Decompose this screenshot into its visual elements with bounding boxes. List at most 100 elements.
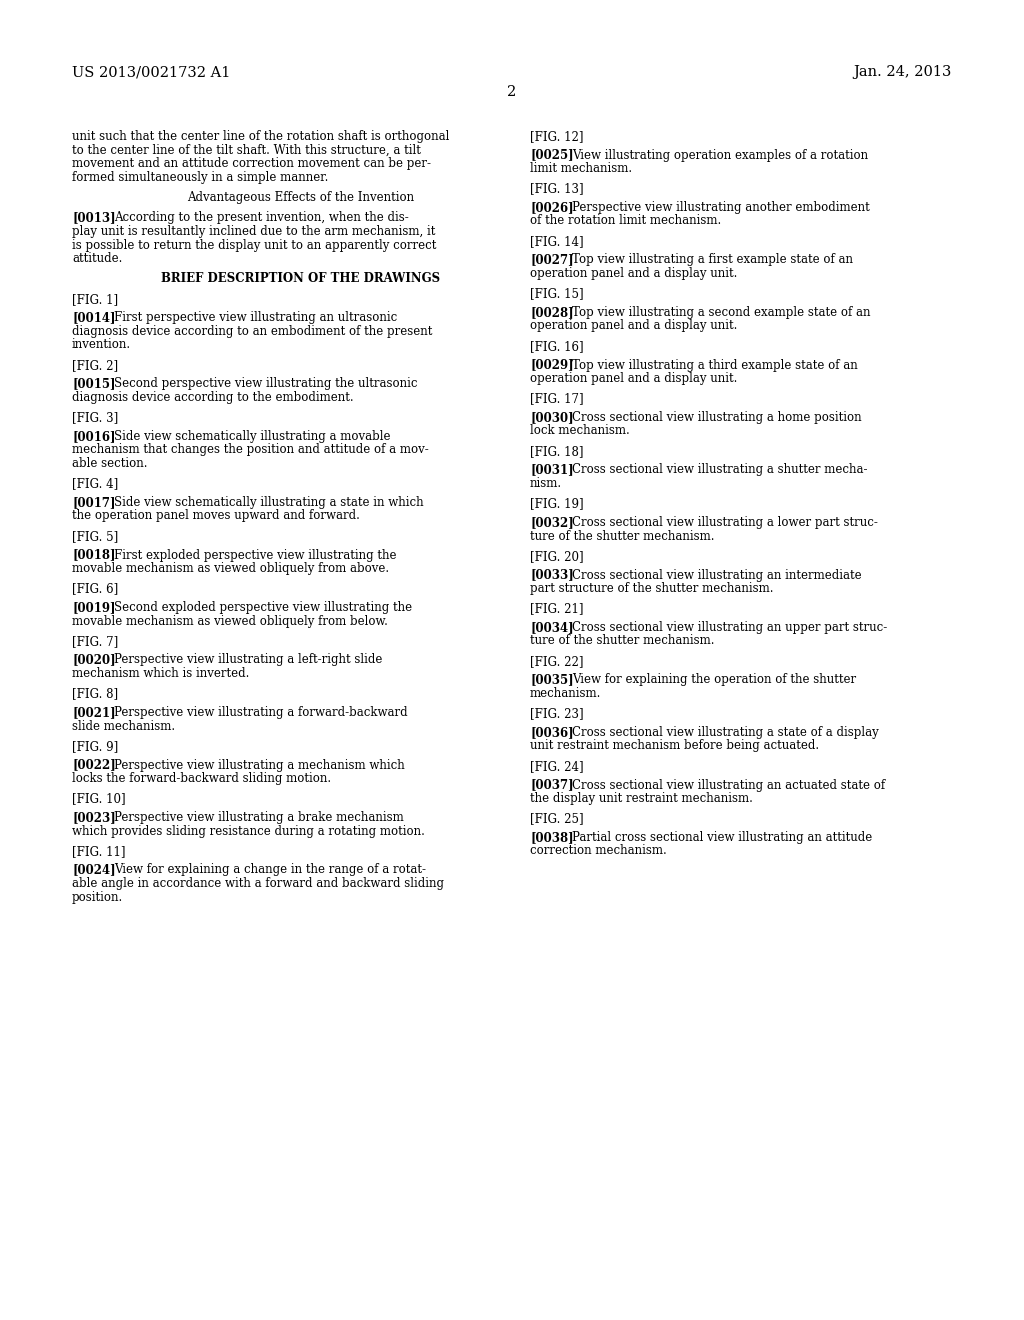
Text: [0036]: [0036] (530, 726, 573, 739)
Text: the operation panel moves upward and forward.: the operation panel moves upward and for… (72, 510, 359, 523)
Text: According to the present invention, when the dis-: According to the present invention, when… (114, 211, 409, 224)
Text: Cross sectional view illustrating a home position: Cross sectional view illustrating a home… (572, 411, 861, 424)
Text: [FIG. 17]: [FIG. 17] (530, 392, 584, 405)
Text: formed simultaneously in a simple manner.: formed simultaneously in a simple manner… (72, 170, 329, 183)
Text: [0016]: [0016] (72, 430, 116, 444)
Text: [0015]: [0015] (72, 378, 116, 391)
Text: unit restraint mechanism before being actuated.: unit restraint mechanism before being ac… (530, 739, 819, 752)
Text: Cross sectional view illustrating an upper part struc-: Cross sectional view illustrating an upp… (572, 620, 887, 634)
Text: [FIG. 18]: [FIG. 18] (530, 445, 584, 458)
Text: [0023]: [0023] (72, 810, 116, 824)
Text: Perspective view illustrating a forward-backward: Perspective view illustrating a forward-… (114, 706, 408, 719)
Text: able section.: able section. (72, 457, 147, 470)
Text: [0035]: [0035] (530, 673, 573, 686)
Text: View for explaining a change in the range of a rotat-: View for explaining a change in the rang… (114, 863, 426, 876)
Text: Cross sectional view illustrating a lower part struc-: Cross sectional view illustrating a lowe… (572, 516, 878, 529)
Text: [0033]: [0033] (530, 569, 573, 582)
Text: Cross sectional view illustrating an actuated state of: Cross sectional view illustrating an act… (572, 779, 885, 792)
Text: [FIG. 16]: [FIG. 16] (530, 341, 584, 352)
Text: [0029]: [0029] (530, 359, 573, 371)
Text: movement and an attitude correction movement can be per-: movement and an attitude correction move… (72, 157, 431, 170)
Text: slide mechanism.: slide mechanism. (72, 719, 175, 733)
Text: [FIG. 12]: [FIG. 12] (530, 129, 584, 143)
Text: lock mechanism.: lock mechanism. (530, 425, 630, 437)
Text: [FIG. 7]: [FIG. 7] (72, 635, 118, 648)
Text: [0014]: [0014] (72, 312, 116, 325)
Text: [0025]: [0025] (530, 149, 573, 161)
Text: part structure of the shutter mechanism.: part structure of the shutter mechanism. (530, 582, 773, 595)
Text: [FIG. 1]: [FIG. 1] (72, 293, 118, 306)
Text: operation panel and a display unit.: operation panel and a display unit. (530, 267, 737, 280)
Text: [FIG. 15]: [FIG. 15] (530, 288, 584, 301)
Text: Perspective view illustrating a left-right slide: Perspective view illustrating a left-rig… (114, 653, 382, 667)
Text: [FIG. 2]: [FIG. 2] (72, 359, 118, 372)
Text: [FIG. 11]: [FIG. 11] (72, 845, 126, 858)
Text: Top view illustrating a second example state of an: Top view illustrating a second example s… (572, 306, 870, 319)
Text: diagnosis device according to the embodiment.: diagnosis device according to the embodi… (72, 391, 353, 404)
Text: [FIG. 14]: [FIG. 14] (530, 235, 584, 248)
Text: mechanism which is inverted.: mechanism which is inverted. (72, 667, 250, 680)
Text: [0027]: [0027] (530, 253, 573, 267)
Text: [FIG. 21]: [FIG. 21] (530, 602, 584, 615)
Text: the display unit restraint mechanism.: the display unit restraint mechanism. (530, 792, 753, 805)
Text: [FIG. 9]: [FIG. 9] (72, 741, 118, 752)
Text: [0019]: [0019] (72, 601, 116, 614)
Text: 2: 2 (507, 84, 517, 99)
Text: play unit is resultantly inclined due to the arm mechanism, it: play unit is resultantly inclined due to… (72, 224, 435, 238)
Text: Second perspective view illustrating the ultrasonic: Second perspective view illustrating the… (114, 378, 418, 391)
Text: BRIEF DESCRIPTION OF THE DRAWINGS: BRIEF DESCRIPTION OF THE DRAWINGS (162, 272, 440, 285)
Text: invention.: invention. (72, 338, 131, 351)
Text: Second exploded perspective view illustrating the: Second exploded perspective view illustr… (114, 601, 412, 614)
Text: to the center line of the tilt shaft. With this structure, a tilt: to the center line of the tilt shaft. Wi… (72, 144, 421, 157)
Text: [FIG. 8]: [FIG. 8] (72, 688, 118, 701)
Text: movable mechanism as viewed obliquely from below.: movable mechanism as viewed obliquely fr… (72, 615, 388, 627)
Text: [0037]: [0037] (530, 779, 573, 792)
Text: US 2013/0021732 A1: US 2013/0021732 A1 (72, 65, 230, 79)
Text: attitude.: attitude. (72, 252, 123, 265)
Text: Cross sectional view illustrating a shutter mecha-: Cross sectional view illustrating a shut… (572, 463, 867, 477)
Text: ture of the shutter mechanism.: ture of the shutter mechanism. (530, 635, 715, 648)
Text: position.: position. (72, 891, 123, 903)
Text: mechanism that changes the position and attitude of a mov-: mechanism that changes the position and … (72, 444, 429, 457)
Text: [0020]: [0020] (72, 653, 116, 667)
Text: [FIG. 5]: [FIG. 5] (72, 531, 118, 543)
Text: operation panel and a display unit.: operation panel and a display unit. (530, 372, 737, 385)
Text: [0034]: [0034] (530, 620, 573, 634)
Text: First exploded perspective view illustrating the: First exploded perspective view illustra… (114, 549, 396, 561)
Text: [FIG. 23]: [FIG. 23] (530, 708, 584, 721)
Text: [FIG. 3]: [FIG. 3] (72, 412, 118, 425)
Text: [0021]: [0021] (72, 706, 116, 719)
Text: Top view illustrating a third example state of an: Top view illustrating a third example st… (572, 359, 858, 371)
Text: Perspective view illustrating another embodiment: Perspective view illustrating another em… (572, 201, 869, 214)
Text: Perspective view illustrating a brake mechanism: Perspective view illustrating a brake me… (114, 810, 403, 824)
Text: Side view schematically illustrating a movable: Side view schematically illustrating a m… (114, 430, 390, 444)
Text: unit such that the center line of the rotation shaft is orthogonal: unit such that the center line of the ro… (72, 129, 450, 143)
Text: [0024]: [0024] (72, 863, 116, 876)
Text: View illustrating operation examples of a rotation: View illustrating operation examples of … (572, 149, 868, 161)
Text: [0030]: [0030] (530, 411, 573, 424)
Text: [FIG. 24]: [FIG. 24] (530, 760, 584, 774)
Text: [0022]: [0022] (72, 759, 116, 771)
Text: nism.: nism. (530, 477, 562, 490)
Text: Perspective view illustrating a mechanism which: Perspective view illustrating a mechanis… (114, 759, 404, 771)
Text: diagnosis device according to an embodiment of the present: diagnosis device according to an embodim… (72, 325, 432, 338)
Text: which provides sliding resistance during a rotating motion.: which provides sliding resistance during… (72, 825, 425, 837)
Text: [0032]: [0032] (530, 516, 573, 529)
Text: [FIG. 10]: [FIG. 10] (72, 792, 126, 805)
Text: [0018]: [0018] (72, 549, 116, 561)
Text: able angle in accordance with a forward and backward sliding: able angle in accordance with a forward … (72, 876, 444, 890)
Text: [0013]: [0013] (72, 211, 116, 224)
Text: movable mechanism as viewed obliquely from above.: movable mechanism as viewed obliquely fr… (72, 562, 389, 576)
Text: limit mechanism.: limit mechanism. (530, 162, 632, 176)
Text: mechanism.: mechanism. (530, 686, 601, 700)
Text: First perspective view illustrating an ultrasonic: First perspective view illustrating an u… (114, 312, 397, 325)
Text: operation panel and a display unit.: operation panel and a display unit. (530, 319, 737, 333)
Text: [0017]: [0017] (72, 496, 116, 510)
Text: ture of the shutter mechanism.: ture of the shutter mechanism. (530, 529, 715, 543)
Text: [FIG. 25]: [FIG. 25] (530, 813, 584, 825)
Text: [FIG. 13]: [FIG. 13] (530, 182, 584, 195)
Text: Partial cross sectional view illustrating an attitude: Partial cross sectional view illustratin… (572, 832, 872, 843)
Text: [0026]: [0026] (530, 201, 573, 214)
Text: Cross sectional view illustrating an intermediate: Cross sectional view illustrating an int… (572, 569, 861, 582)
Text: [FIG. 22]: [FIG. 22] (530, 655, 584, 668)
